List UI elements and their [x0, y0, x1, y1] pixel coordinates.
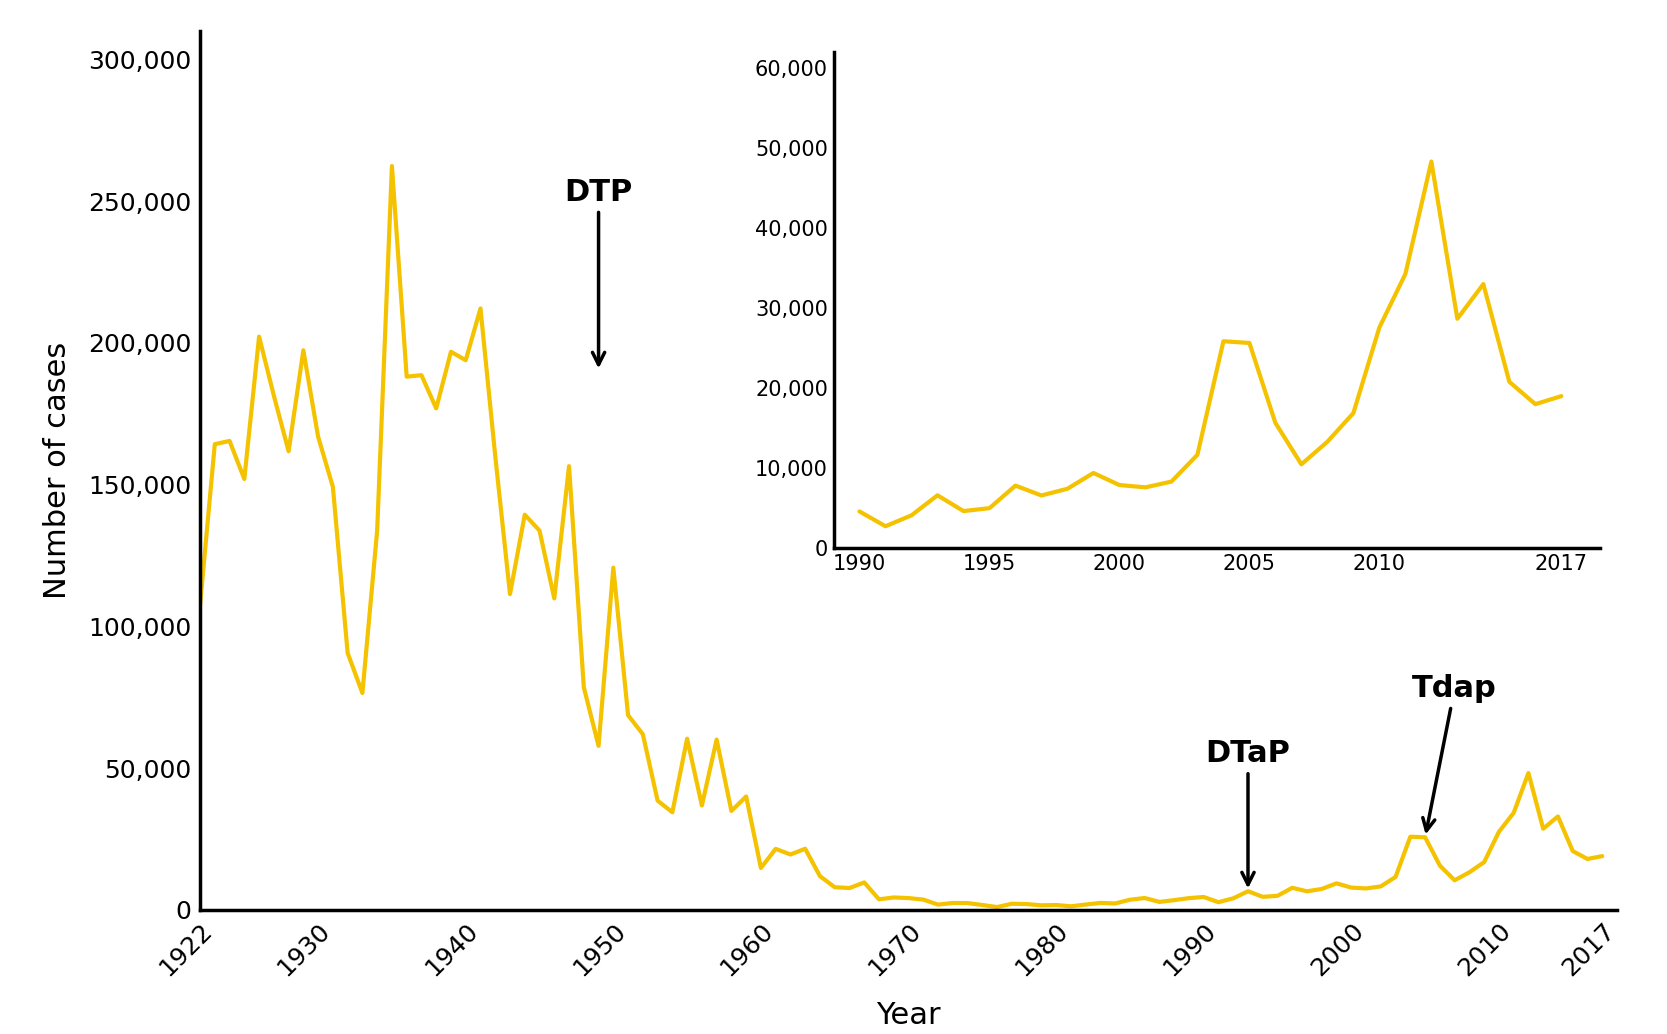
Text: DTP: DTP [565, 178, 633, 365]
Text: DTaP: DTaP [1205, 739, 1290, 884]
Y-axis label: Number of cases: Number of cases [43, 342, 72, 599]
Text: Tdap: Tdap [1412, 674, 1497, 830]
X-axis label: Year: Year [877, 1001, 940, 1030]
